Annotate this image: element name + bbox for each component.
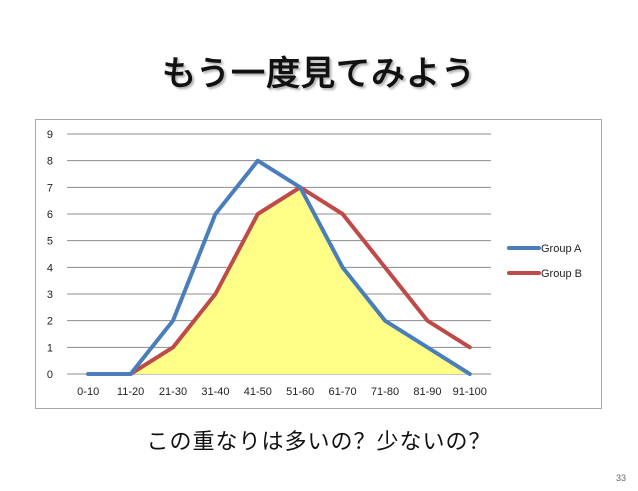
y-tick-label: 5 xyxy=(47,236,53,248)
y-tick-label: 3 xyxy=(47,289,53,301)
y-tick-label: 7 xyxy=(47,182,53,194)
y-tick-label: 9 xyxy=(47,129,53,141)
legend-label: Group B xyxy=(541,268,582,280)
x-tick-label: 11-20 xyxy=(117,386,144,398)
x-tick-label: 51-60 xyxy=(286,386,314,398)
x-tick-label: 71-80 xyxy=(371,386,399,398)
y-tick-label: 6 xyxy=(47,209,53,221)
x-tick-label: 91-100 xyxy=(453,386,487,398)
y-tick-label: 8 xyxy=(47,156,53,168)
x-tick-label: 21-30 xyxy=(159,386,187,398)
y-tick-label: 4 xyxy=(47,262,53,274)
x-tick-label: 0-10 xyxy=(77,386,99,398)
slide-title: もう一度見てみよう xyxy=(162,54,476,94)
slide-caption: この重なりは多いの？少ないの？ xyxy=(146,430,492,455)
y-tick-label: 1 xyxy=(47,342,53,354)
line-chart: 0 1 2 3 4 5 6 7 8 9 0-10 11-20 21-30 31-40 41-50 51-60 6… xyxy=(47,129,582,398)
legend-label: Group A xyxy=(541,243,582,255)
x-tick-label: 61-70 xyxy=(329,386,357,398)
x-tick-label: 81-90 xyxy=(413,386,441,398)
y-tick-label: 0 xyxy=(47,369,53,381)
series-line-group-b xyxy=(86,185,472,376)
page-number: 33 xyxy=(615,473,626,483)
x-tick-label: 31-40 xyxy=(201,386,229,398)
chart-frame: 0 1 2 3 4 5 6 7 8 9 0-10 11-20 21-30 31-40 41-50 51-60 6… xyxy=(35,119,602,409)
y-tick-label: 2 xyxy=(47,316,53,328)
overlap-area xyxy=(88,187,470,374)
x-tick-label: 41-50 xyxy=(244,386,272,398)
series-line-group-a xyxy=(86,158,472,376)
